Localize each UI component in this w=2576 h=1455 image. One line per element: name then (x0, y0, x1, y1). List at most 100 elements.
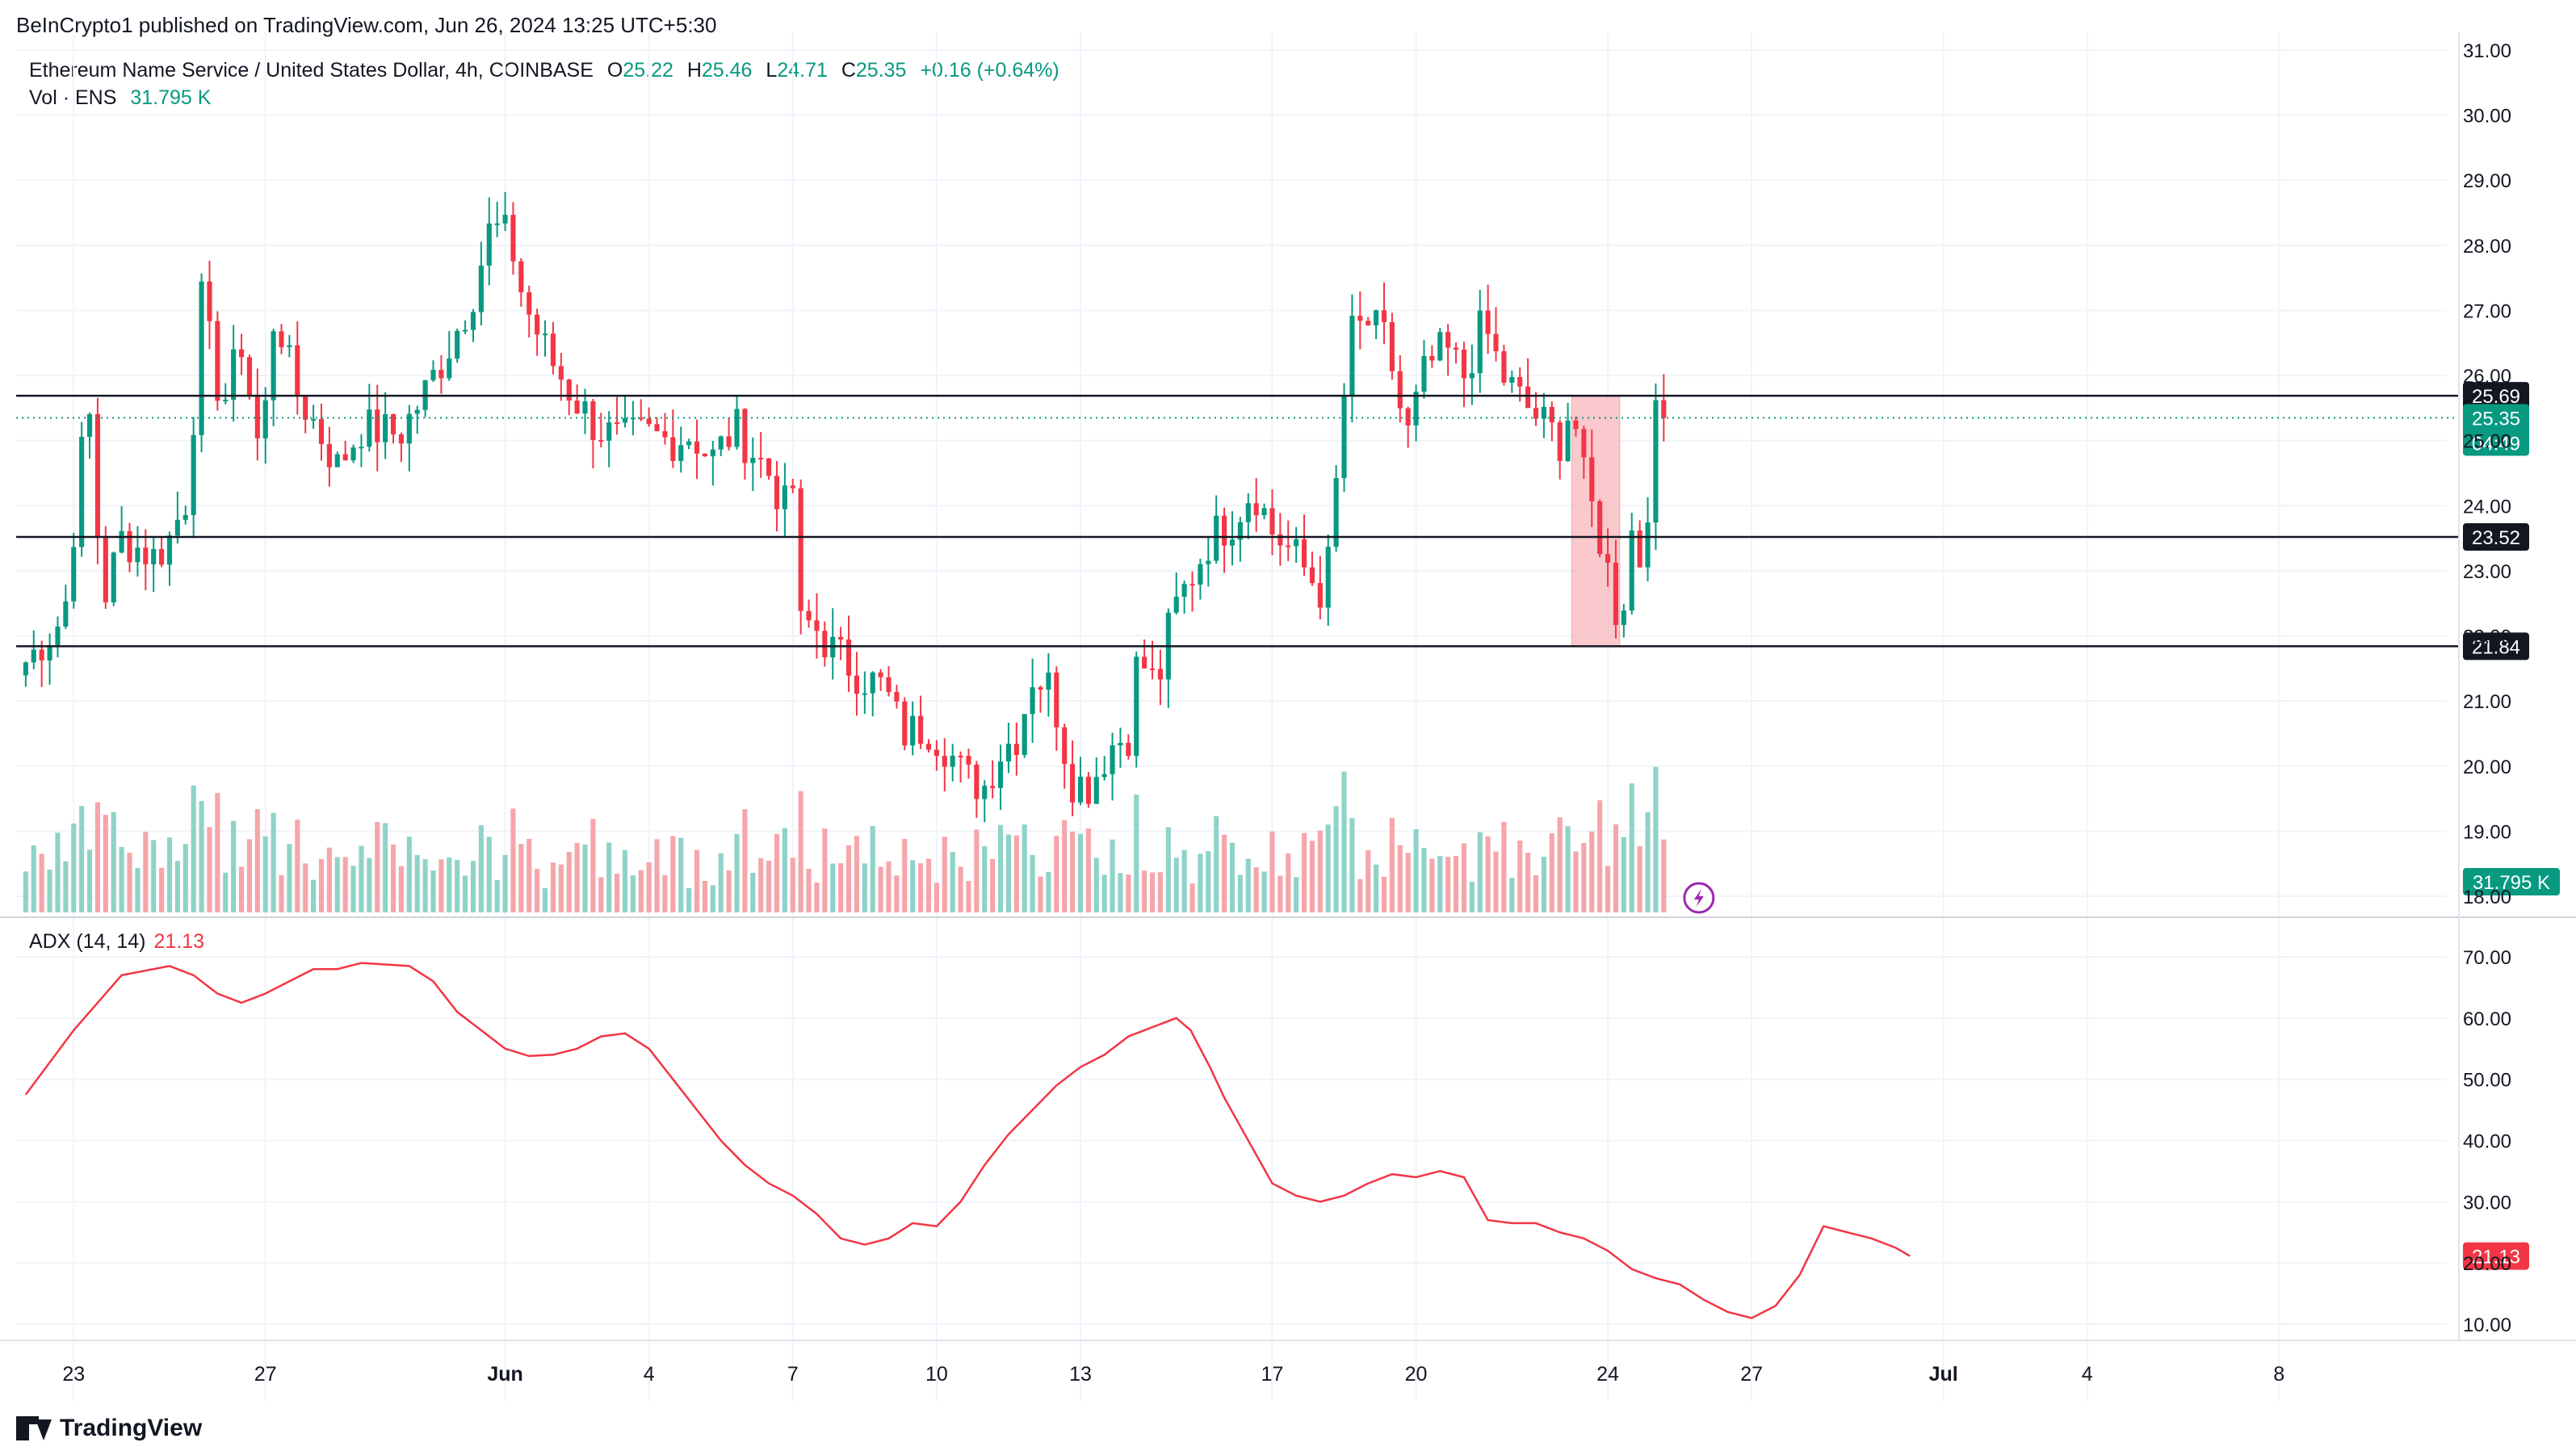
candle-body (359, 447, 364, 449)
candle-body (1157, 669, 1164, 680)
candle-body (1366, 321, 1371, 325)
candle-body (1437, 332, 1443, 361)
price-tick-label: 31.00 (2463, 40, 2511, 62)
volume-bar (630, 875, 636, 912)
candle-body (1189, 584, 1195, 586)
candle-body (1317, 583, 1323, 608)
volume-bar (262, 836, 268, 912)
volume-bar (199, 801, 204, 912)
candle-body (1286, 545, 1291, 547)
candle-body (1533, 408, 1539, 419)
symbol-title[interactable]: Ethereum Name Service / United States Do… (29, 59, 594, 82)
candle-body (478, 265, 484, 312)
volume-bar (254, 809, 260, 912)
volume-bar (766, 860, 772, 912)
candle-body (1325, 547, 1331, 608)
candle-body (814, 620, 820, 631)
candle-body (1405, 408, 1411, 426)
candle-body (822, 631, 828, 658)
volume-bar (31, 845, 36, 912)
volume-bar (662, 874, 668, 912)
candle-body (271, 331, 276, 400)
adx-label[interactable]: ADX (14, 14) (29, 930, 146, 953)
volume-bar (646, 862, 652, 912)
candle-body (1005, 744, 1012, 762)
candles (23, 191, 1667, 823)
volume-bar (127, 853, 132, 912)
candle-body (686, 441, 692, 446)
volume-bar (1198, 853, 1203, 912)
volume-bar (966, 881, 971, 912)
candle-body (1493, 333, 1499, 351)
flash-icon-circle (1683, 882, 1715, 914)
volume-bar (1030, 854, 1035, 912)
volume-bar (55, 832, 61, 912)
volume-bar (1309, 841, 1315, 912)
volume-bar (231, 820, 237, 912)
price-tick-label: 27.00 (2463, 300, 2511, 322)
volume-bar (1341, 771, 1347, 912)
adx-legend: ADX (14, 14) 21.13 (29, 930, 204, 954)
candle-body (790, 485, 795, 488)
volume-bar (1501, 821, 1507, 912)
candle-body (615, 422, 620, 425)
volume-bar (1645, 811, 1651, 912)
volume-bar (942, 837, 947, 912)
candle-body (311, 418, 317, 421)
candle-body (1573, 420, 1579, 430)
axes: 31.00 30.00 29.00 28.00 27.00 26.00 25.00 24.00… (0, 32, 2576, 1386)
candle-body (950, 755, 955, 767)
candle-body (383, 413, 388, 442)
price-tick-label: 24.00 (2463, 496, 2511, 518)
flash-icon[interactable] (1683, 882, 1715, 914)
volume-bar (638, 870, 644, 912)
drop-zone-rect (1571, 395, 1621, 647)
candle-body (1269, 508, 1275, 535)
volume-bar (303, 863, 308, 912)
volume-bar (1046, 871, 1051, 912)
volume-bar (1613, 824, 1619, 912)
tradingview-brand[interactable]: TradingView (16, 1415, 202, 1442)
volume-bar (470, 861, 476, 912)
volume-bar (718, 853, 724, 912)
adx-tick-label: 50.00 (2463, 1070, 2511, 1092)
candle-body (159, 548, 165, 565)
volume-bar (334, 857, 340, 912)
volume-bar (1366, 850, 1371, 912)
volume-bar (94, 802, 100, 912)
volume-bar (1110, 839, 1115, 912)
candle-body (1118, 742, 1123, 746)
volume-bar (359, 845, 364, 912)
volume-label[interactable]: Vol · ENS (29, 86, 117, 109)
volume-bar (1445, 857, 1451, 912)
volume-bar (902, 839, 908, 912)
price-tick-label: 29.00 (2463, 170, 2511, 192)
candle-body (958, 755, 963, 757)
volume-bar (502, 854, 508, 912)
candle-body (151, 548, 157, 564)
volume-bar (1573, 851, 1579, 912)
candle-body (1517, 377, 1523, 387)
candle-body (55, 626, 61, 645)
candle-body (367, 409, 372, 447)
volume-bar (734, 833, 740, 912)
volume-bars (23, 766, 1667, 912)
volume-bar (238, 866, 245, 912)
candle-body (638, 417, 644, 420)
candle-body (845, 639, 852, 676)
volume-bar (406, 837, 412, 912)
candle-body (254, 395, 260, 438)
candle-body (734, 409, 740, 447)
candle-body (726, 436, 732, 447)
volume-bar (311, 879, 317, 912)
candle-body (455, 330, 460, 359)
volume-bar (486, 837, 492, 912)
time-tick-label: 20 (1405, 1363, 1428, 1386)
volume-bar (726, 870, 732, 912)
candle-body (23, 662, 28, 676)
volume-bar (174, 861, 180, 912)
volume-row: Vol · ENS 31.795 K (29, 84, 1059, 111)
candle-body (1229, 539, 1236, 546)
volume-bar (910, 860, 916, 912)
